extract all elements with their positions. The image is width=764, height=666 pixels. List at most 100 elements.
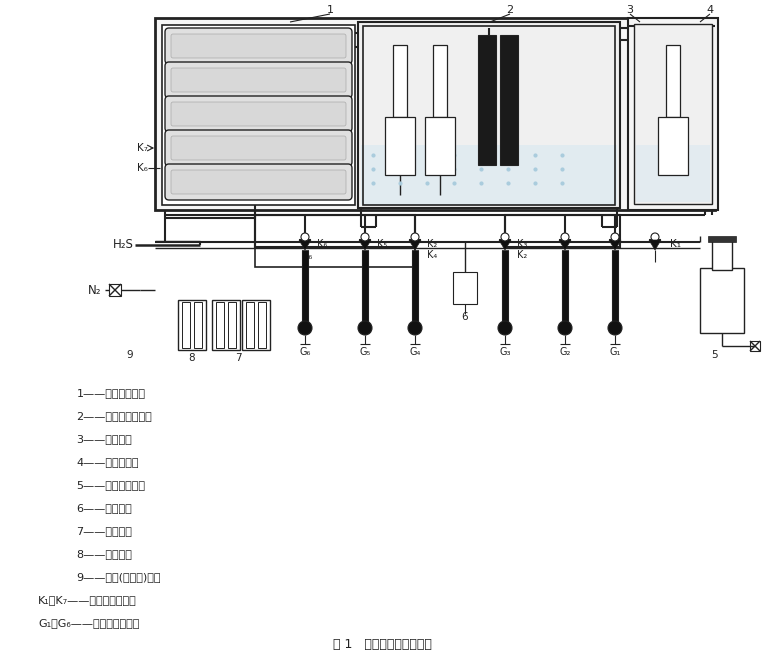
Text: 9——氢气(或煤气)阀；: 9——氢气(或煤气)阀； bbox=[76, 572, 161, 582]
Bar bbox=[712, 240, 732, 270]
Polygon shape bbox=[649, 240, 661, 250]
Circle shape bbox=[408, 321, 422, 335]
FancyBboxPatch shape bbox=[165, 28, 352, 64]
Bar bbox=[242, 300, 270, 350]
Bar bbox=[628, 18, 718, 210]
Bar bbox=[502, 250, 508, 322]
Bar bbox=[412, 250, 418, 322]
Bar bbox=[750, 341, 760, 351]
Text: 5: 5 bbox=[712, 350, 718, 360]
Text: K₂: K₂ bbox=[517, 250, 527, 260]
Circle shape bbox=[498, 321, 512, 335]
Circle shape bbox=[611, 233, 619, 241]
Bar bbox=[302, 250, 308, 322]
Bar bbox=[425, 117, 455, 175]
Text: 1——湿度调节器；: 1——湿度调节器； bbox=[76, 388, 145, 398]
FancyBboxPatch shape bbox=[165, 130, 352, 166]
Bar bbox=[385, 117, 415, 175]
Text: K₁～K₇——两通玻璃活塞；: K₁～K₇——两通玻璃活塞； bbox=[38, 595, 137, 605]
Circle shape bbox=[608, 321, 622, 335]
Bar bbox=[258, 302, 266, 348]
Bar bbox=[362, 250, 368, 322]
Text: 7——氨水瓶；: 7——氨水瓶； bbox=[76, 526, 132, 536]
Text: K₆: K₆ bbox=[137, 163, 148, 173]
Bar bbox=[500, 35, 518, 165]
Text: H₂S: H₂S bbox=[113, 238, 134, 252]
Text: K₆: K₆ bbox=[317, 239, 327, 249]
Text: 8——洗气瓶；: 8——洗气瓶； bbox=[76, 549, 132, 559]
FancyBboxPatch shape bbox=[165, 164, 352, 200]
Bar bbox=[246, 302, 254, 348]
Text: K₆: K₆ bbox=[302, 251, 312, 261]
Bar bbox=[453, 272, 477, 304]
FancyBboxPatch shape bbox=[165, 62, 352, 98]
Bar bbox=[505, 215, 620, 247]
Text: K₁: K₁ bbox=[670, 239, 681, 249]
Circle shape bbox=[651, 233, 659, 241]
Text: 2: 2 bbox=[507, 5, 513, 15]
Bar bbox=[393, 45, 407, 117]
Bar bbox=[182, 302, 190, 348]
Text: 7: 7 bbox=[235, 353, 241, 363]
Bar bbox=[634, 24, 712, 204]
Text: G₆: G₆ bbox=[299, 347, 311, 357]
Text: G₂: G₂ bbox=[559, 347, 571, 357]
Circle shape bbox=[411, 233, 419, 241]
Text: 8: 8 bbox=[189, 353, 196, 363]
Bar bbox=[162, 25, 355, 205]
Text: 6: 6 bbox=[461, 312, 468, 322]
Text: 3: 3 bbox=[626, 5, 633, 15]
Text: 图 1   饱和硫容量测定装置: 图 1 饱和硫容量测定装置 bbox=[332, 639, 432, 651]
Bar bbox=[178, 300, 206, 350]
Bar bbox=[358, 22, 620, 208]
Bar bbox=[212, 300, 240, 350]
Bar bbox=[228, 302, 236, 348]
Bar bbox=[363, 26, 615, 205]
Bar bbox=[666, 45, 680, 117]
Text: 1: 1 bbox=[326, 5, 334, 15]
FancyBboxPatch shape bbox=[165, 96, 352, 132]
Bar bbox=[708, 236, 736, 242]
Text: G₄: G₄ bbox=[410, 347, 421, 357]
Bar bbox=[194, 302, 202, 348]
Circle shape bbox=[501, 233, 509, 241]
Bar bbox=[155, 18, 715, 210]
Text: 9: 9 bbox=[127, 350, 133, 360]
Text: K₇: K₇ bbox=[137, 143, 148, 153]
Bar bbox=[216, 302, 224, 348]
Text: G₃: G₃ bbox=[499, 347, 511, 357]
Polygon shape bbox=[499, 240, 511, 250]
Text: 3——测定管；: 3——测定管； bbox=[76, 434, 132, 444]
Text: 4——恒温水浴；: 4——恒温水浴； bbox=[76, 457, 139, 467]
Text: 2——干湿球湿度计；: 2——干湿球湿度计； bbox=[76, 411, 152, 421]
FancyBboxPatch shape bbox=[171, 170, 346, 194]
Bar bbox=[658, 117, 688, 175]
Circle shape bbox=[361, 233, 369, 241]
Text: G₅: G₅ bbox=[359, 347, 371, 357]
Bar bbox=[700, 268, 744, 333]
Bar bbox=[361, 145, 617, 205]
Polygon shape bbox=[609, 240, 621, 250]
Text: K₄: K₄ bbox=[427, 250, 437, 260]
Circle shape bbox=[301, 233, 309, 241]
Bar bbox=[109, 284, 121, 296]
FancyBboxPatch shape bbox=[171, 68, 346, 92]
Circle shape bbox=[561, 233, 569, 241]
Bar bbox=[636, 145, 710, 202]
Bar bbox=[562, 250, 568, 322]
Text: 4: 4 bbox=[707, 5, 714, 15]
FancyBboxPatch shape bbox=[171, 136, 346, 160]
Polygon shape bbox=[559, 240, 571, 250]
Text: K₅: K₅ bbox=[377, 239, 387, 249]
Bar bbox=[612, 250, 618, 322]
Circle shape bbox=[358, 321, 372, 335]
Circle shape bbox=[558, 321, 572, 335]
Text: G₁: G₁ bbox=[610, 347, 620, 357]
Polygon shape bbox=[409, 240, 421, 250]
Bar bbox=[478, 35, 496, 165]
Text: K₂: K₂ bbox=[427, 239, 437, 249]
Bar bbox=[255, 215, 415, 247]
FancyBboxPatch shape bbox=[171, 102, 346, 126]
Circle shape bbox=[298, 321, 312, 335]
Text: 5——空气净化罐；: 5——空气净化罐； bbox=[76, 480, 145, 490]
